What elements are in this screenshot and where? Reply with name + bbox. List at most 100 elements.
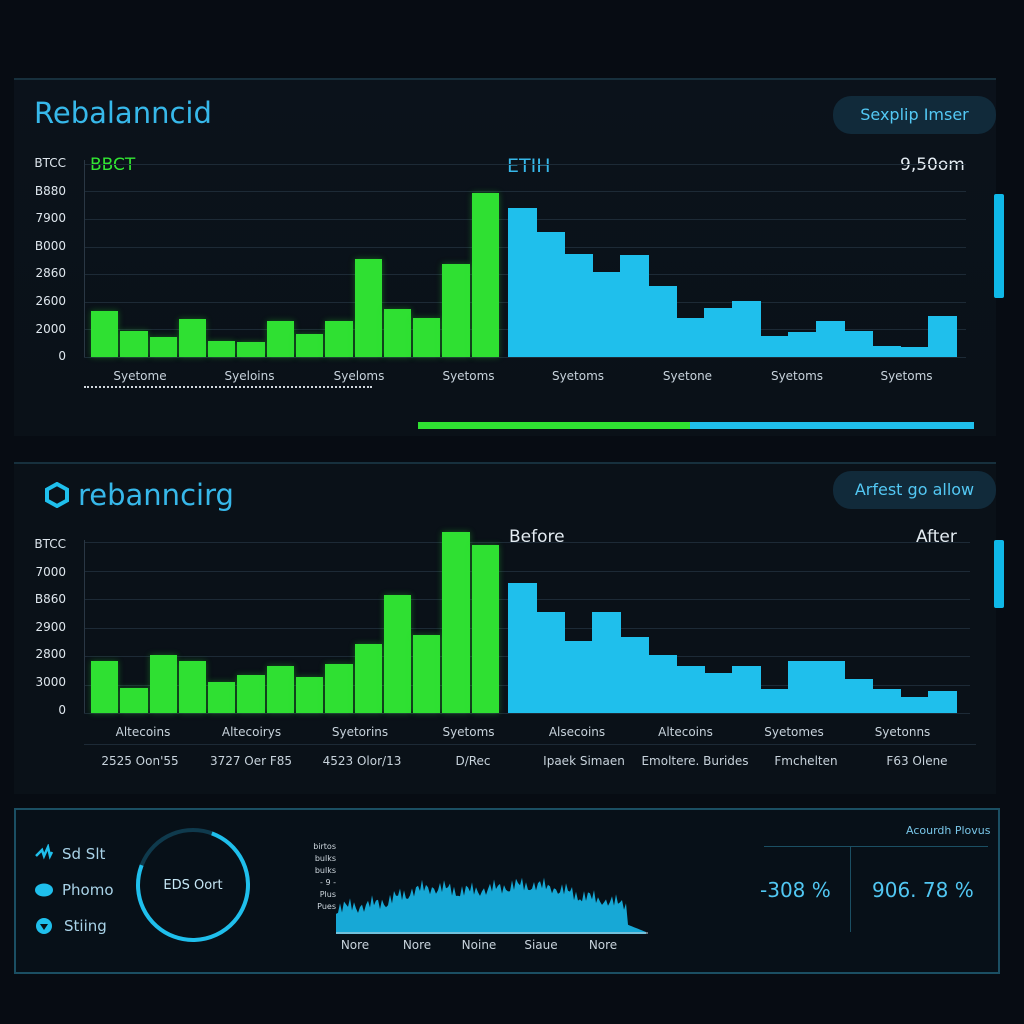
blue-bar xyxy=(536,232,565,357)
top-scroll-accent[interactable] xyxy=(994,194,1004,298)
mid-scroll-accent[interactable] xyxy=(994,540,1004,608)
mid-divider xyxy=(84,744,976,745)
blue-bar xyxy=(788,332,817,357)
progress-track xyxy=(418,422,974,429)
blue-bar xyxy=(760,335,789,357)
blue-bar xyxy=(704,673,733,713)
cloud-icon xyxy=(34,882,54,898)
x-label: Syetome xyxy=(113,369,167,383)
x-label: Syetonns xyxy=(874,725,931,739)
green-bar xyxy=(91,660,119,713)
green-bar xyxy=(325,664,353,713)
x-label: Alsecoins xyxy=(548,725,606,739)
bottom-label: Fmchelten xyxy=(774,754,838,768)
bottom-label: 2525 Oon'55 xyxy=(101,754,179,768)
x-label: Syeloms xyxy=(333,369,385,383)
blue-bar xyxy=(592,611,621,713)
green-bar xyxy=(413,635,441,713)
green-bar xyxy=(266,665,294,713)
y-tick: 0 xyxy=(58,349,66,364)
blue-bar xyxy=(620,255,649,357)
blue-bar xyxy=(900,347,929,357)
accounts-header: Acourdh Plovus xyxy=(906,824,991,837)
mid-pill-button[interactable]: Arfest go allow xyxy=(833,471,996,509)
top-pill-button[interactable]: Sexplip Imser xyxy=(833,96,996,134)
legend-label-1: Sd Slt xyxy=(62,845,106,863)
gridline xyxy=(84,357,966,358)
y-tick: 2900 xyxy=(35,619,66,634)
sparkline-area xyxy=(336,877,646,934)
x-label: Altecoirys xyxy=(221,725,282,739)
gridline xyxy=(84,191,966,193)
spark-x-label: Siaue xyxy=(524,938,558,952)
bottom-label: F63 Olene xyxy=(886,754,948,768)
blue-bar xyxy=(676,317,705,357)
sparkline-chart xyxy=(336,877,648,934)
y-tick: 7000 xyxy=(35,564,66,579)
spark-tick: bulks xyxy=(314,866,336,875)
y-tick: B880 xyxy=(34,183,66,198)
bottom-label: 3727 Oer F85 xyxy=(209,754,293,768)
green-bar xyxy=(91,311,119,357)
blue-bar xyxy=(788,660,817,713)
spark-x-label: Nore xyxy=(588,938,618,952)
x-label: Syetoms xyxy=(770,369,824,383)
x-label: Syetoms xyxy=(442,725,495,739)
gridline xyxy=(84,570,970,572)
progress-blue xyxy=(690,422,974,429)
green-bar xyxy=(325,320,353,357)
bottom-label: Ipaek Simaen xyxy=(543,754,625,768)
green-bar xyxy=(237,674,265,713)
spark-tick: birtos xyxy=(313,842,336,851)
x-label: Syetone xyxy=(662,369,713,383)
y-tick: 2860 xyxy=(35,266,66,281)
green-bar xyxy=(354,644,382,713)
green-bar xyxy=(383,595,412,713)
y-axis xyxy=(84,540,85,713)
green-bar xyxy=(208,682,236,713)
green-bar xyxy=(296,334,324,357)
green-bar xyxy=(442,263,470,357)
x-label: Altecoins xyxy=(658,725,713,739)
blue-bar xyxy=(732,665,761,713)
y-tick: 7900 xyxy=(35,211,66,226)
blue-bar xyxy=(648,655,677,713)
green-bar xyxy=(471,544,499,713)
pct-left-value: -308 % xyxy=(760,878,831,902)
green-bar xyxy=(413,317,441,357)
y-tick: 2800 xyxy=(35,647,66,662)
y-tick: B860 xyxy=(34,592,66,607)
spark-x-label: Nore xyxy=(340,938,370,952)
y-tick: 3000 xyxy=(35,675,66,689)
blue-bar xyxy=(564,253,593,357)
y-tick: BTCC xyxy=(34,156,66,170)
shield-icon xyxy=(34,916,54,936)
blue-bar xyxy=(704,307,733,357)
bottom-label: D/Rec xyxy=(455,754,491,768)
x-label: Syetomes xyxy=(764,725,824,739)
legend-label-2: Phomo xyxy=(62,881,114,899)
blue-bar xyxy=(564,640,593,713)
blue-bar xyxy=(872,345,901,357)
green-bar xyxy=(442,532,470,713)
gridline xyxy=(84,163,966,165)
blue-bar xyxy=(872,689,901,713)
green-bar xyxy=(296,676,324,713)
before-label: Before xyxy=(509,527,565,547)
blue-bar xyxy=(732,301,761,357)
blue-bar xyxy=(928,691,957,713)
green-bar xyxy=(178,660,207,713)
x-label: Syetoms xyxy=(551,369,605,383)
blue-bar xyxy=(620,636,649,713)
top-dotted-divider xyxy=(84,386,372,388)
progress-green xyxy=(418,422,691,429)
table-rule xyxy=(764,846,988,847)
gridline xyxy=(84,713,970,714)
blue-bar xyxy=(816,320,845,357)
blue-bar xyxy=(900,696,929,713)
top-title: Rebalanncid xyxy=(34,96,212,130)
y-tick: BTCC xyxy=(34,537,66,551)
spark-tick: Plus xyxy=(319,890,336,899)
spark-x-label: Noine xyxy=(461,938,497,952)
y-tick: 2000 xyxy=(35,321,66,336)
